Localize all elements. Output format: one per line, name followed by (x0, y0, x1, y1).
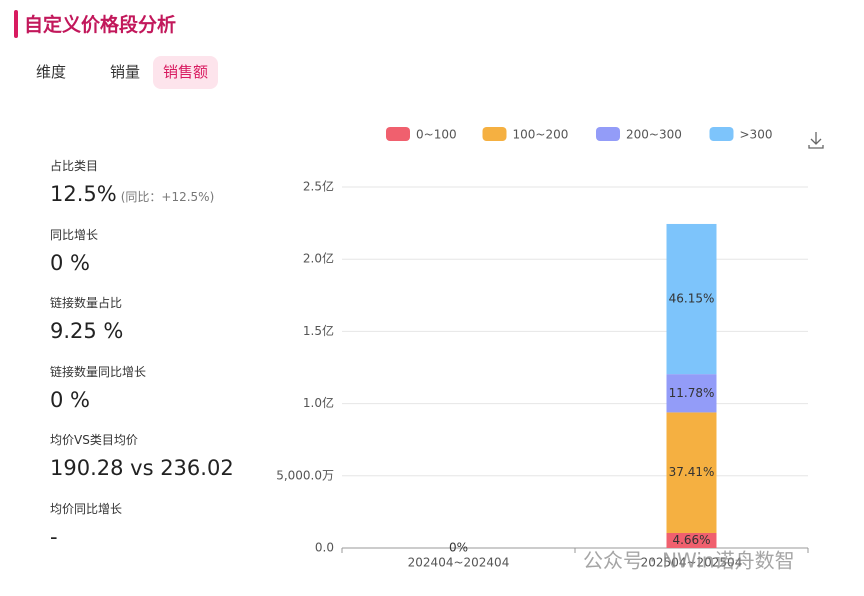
metric-label: 均价VS类目均价 (50, 433, 138, 448)
metric-label: 同比增长 (50, 227, 99, 242)
bar-segment (666, 223, 717, 375)
download-icon[interactable] (808, 132, 824, 149)
data-label: 37.41% (669, 465, 715, 479)
metric-value: 12.5% (同比：+12.5%) (50, 182, 215, 206)
metric-note: (同比：+12.5%) (120, 190, 215, 204)
tab[interactable]: 销量 (110, 63, 141, 81)
metric-label: 均价同比增长 (50, 502, 123, 516)
legend-label: 0~100 (416, 128, 457, 142)
tab[interactable]: 维度 (36, 63, 67, 81)
y-tick-label: 2.5亿 (303, 179, 334, 194)
tab[interactable]: 销售额 (153, 56, 219, 89)
bar-segment (666, 412, 717, 533)
watermark: 公众号 · NWin诺舟数智 (583, 549, 795, 573)
y-tick-label: 1.0亿 (303, 395, 334, 410)
metric-value: 9.25 % (50, 319, 124, 344)
metric-value: 0 % (50, 387, 90, 412)
metric-value: - (50, 525, 58, 549)
metric-value: 0 % (50, 250, 90, 275)
data-label: 11.78% (669, 386, 715, 400)
legend-label: 200~300 (626, 128, 682, 142)
metric-label: 链接数量同比增长 (50, 364, 147, 379)
x-tick-label: 202504~202504 (641, 556, 743, 570)
y-tick-label: 1.5亿 (303, 323, 334, 338)
y-tick-label: 5,000.0万 (276, 468, 334, 482)
legend-swatch (709, 127, 734, 141)
x-tick-label: 202404~202404 (408, 556, 510, 570)
legend-swatch (386, 127, 410, 141)
metric-label: 占比类目 (50, 159, 99, 173)
data-label: 46.15% (669, 292, 715, 306)
data-label: 4.66% (672, 533, 710, 547)
data-label: 0% (449, 541, 468, 555)
legend-swatch (482, 127, 507, 141)
legend-label: >300 (740, 128, 773, 142)
y-tick-label: 0.0 (315, 541, 334, 555)
legend-label: 100~200 (513, 128, 569, 142)
metric-value: 190.28 vs 236.02 (50, 456, 234, 481)
legend-swatch (596, 127, 620, 141)
y-tick-label: 2.0亿 (303, 251, 334, 266)
title-accent (14, 10, 18, 38)
bar-segment (666, 532, 717, 548)
section-title: 自定义价格段分析 (24, 14, 177, 36)
bar-segment (666, 374, 717, 413)
metric-label: 链接数量占比 (50, 296, 123, 311)
